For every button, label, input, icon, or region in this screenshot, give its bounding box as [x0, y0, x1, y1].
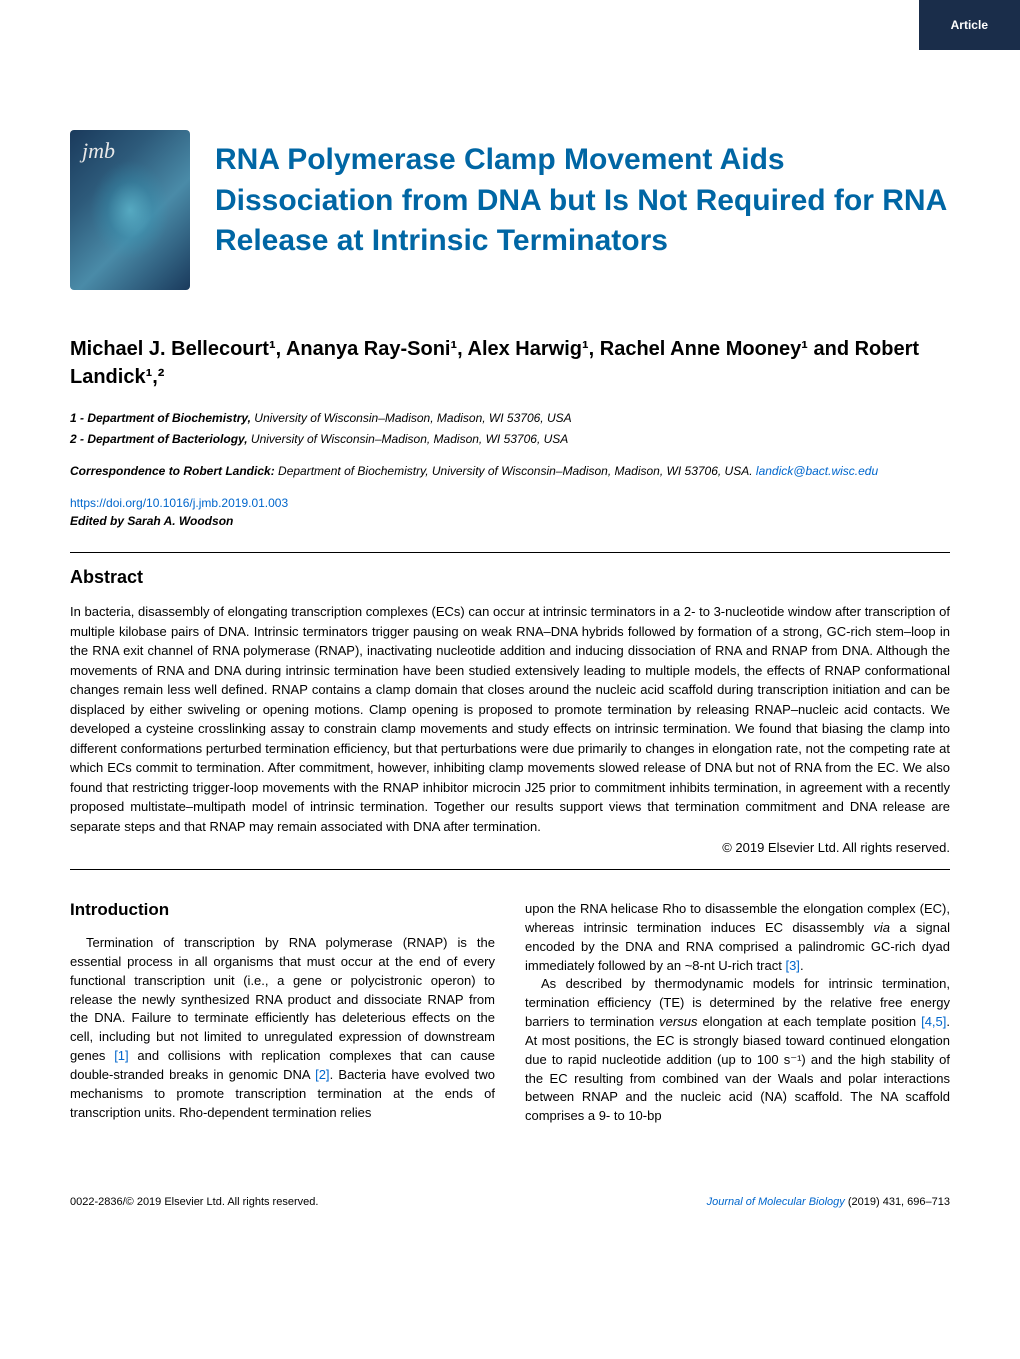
footer-right: Journal of Molecular Biology (2019) 431,… — [707, 1196, 950, 1208]
affiliation-dept: Department of Biochemistry, — [87, 411, 251, 425]
doi-block: https://doi.org/10.1016/j.jmb.2019.01.00… — [70, 494, 950, 512]
correspondence-label: Correspondence to Robert Landick: — [70, 464, 275, 478]
journal-logo — [70, 130, 190, 290]
footer-left: 0022-2836/© 2019 Elsevier Ltd. All right… — [70, 1196, 318, 1208]
affiliation-num: 2 - — [70, 432, 87, 446]
abstract-text: In bacteria, disassembly of elongating t… — [70, 602, 950, 836]
introduction-heading: Introduction — [70, 900, 495, 920]
header-section: RNA Polymerase Clamp Movement Aids Disso… — [0, 0, 1020, 310]
reference-link[interactable]: [1] — [114, 1048, 128, 1063]
article-badge: Article — [919, 0, 1020, 50]
correspondence-email[interactable]: landick@bact.wisc.edu — [756, 464, 878, 478]
footer-citation: (2019) 431, 696–713 — [845, 1196, 950, 1208]
reference-link[interactable]: [2] — [315, 1067, 329, 1082]
italic-term: versus — [659, 1014, 697, 1029]
italic-term: via — [873, 920, 890, 935]
divider — [70, 869, 950, 870]
right-column: upon the RNA helicase Rho to disassemble… — [525, 900, 950, 1126]
intro-para-3: As described by thermodynamic models for… — [525, 975, 950, 1126]
affiliation-rest: University of Wisconsin–Madison, Madison… — [248, 432, 569, 446]
authors-list: Michael J. Bellecourt¹, Ananya Ray-Soni¹… — [70, 335, 950, 391]
divider — [70, 552, 950, 553]
content-section: Michael J. Bellecourt¹, Ananya Ray-Soni¹… — [0, 310, 1020, 1166]
reference-link[interactable]: [4,5] — [921, 1014, 946, 1029]
affiliation-rest: University of Wisconsin–Madison, Madison… — [251, 411, 572, 425]
two-column-layout: Introduction Termination of transcriptio… — [70, 900, 950, 1126]
footer-journal-name[interactable]: Journal of Molecular Biology — [707, 1196, 845, 1208]
affiliation-dept: Department of Bacteriology, — [87, 432, 247, 446]
intro-para-2: upon the RNA helicase Rho to disassemble… — [525, 900, 950, 975]
correspondence-text: Department of Biochemistry, University o… — [275, 464, 756, 478]
page-footer: 0022-2836/© 2019 Elsevier Ltd. All right… — [0, 1166, 1020, 1228]
affiliation-1: 1 - Department of Biochemistry, Universi… — [70, 409, 950, 427]
intro-para-1: Termination of transcription by RNA poly… — [70, 934, 495, 1122]
affiliation-num: 1 - — [70, 411, 87, 425]
affiliation-2: 2 - Department of Bacteriology, Universi… — [70, 430, 950, 448]
text-fragment: . — [800, 958, 804, 973]
correspondence-block: Correspondence to Robert Landick: Depart… — [70, 462, 950, 480]
text-fragment: elongation at each template position — [697, 1014, 921, 1029]
text-fragment: . At most positions, the EC is strongly … — [525, 1014, 950, 1123]
abstract-copyright: © 2019 Elsevier Ltd. All rights reserved… — [70, 840, 950, 855]
abstract-heading: Abstract — [70, 567, 950, 588]
reference-link[interactable]: [3] — [785, 958, 799, 973]
text-fragment: Termination of transcription by RNA poly… — [70, 935, 495, 1063]
editor-line: Edited by Sarah A. Woodson — [70, 514, 950, 528]
left-column: Introduction Termination of transcriptio… — [70, 900, 495, 1126]
article-title: RNA Polymerase Clamp Movement Aids Disso… — [215, 130, 950, 262]
doi-link[interactable]: https://doi.org/10.1016/j.jmb.2019.01.00… — [70, 496, 288, 510]
